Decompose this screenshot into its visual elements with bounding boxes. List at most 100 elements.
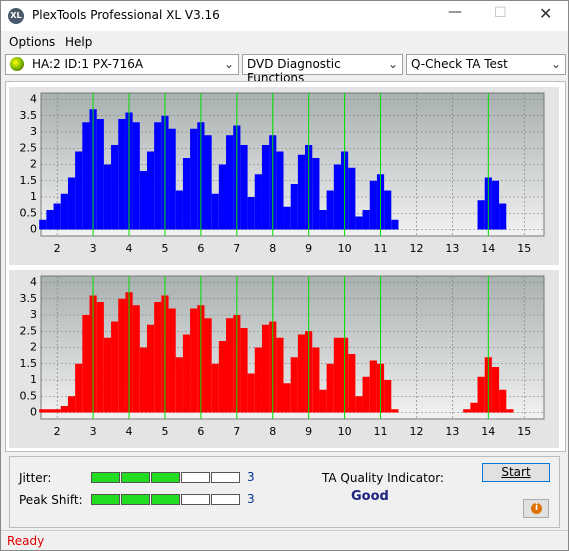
x-tick-label: 14 [481, 242, 495, 255]
meter-segment [181, 472, 210, 483]
histogram-bar [319, 389, 327, 413]
histogram-bar [103, 337, 112, 413]
info-button[interactable]: i [523, 499, 549, 518]
histogram-bar [118, 298, 126, 413]
histogram-bar [190, 128, 198, 230]
histogram-bar [348, 354, 356, 413]
drive-select[interactable]: HA:2 ID:1 PX-716A ⌄ [5, 54, 239, 75]
x-tick-label: 3 [90, 425, 97, 438]
x-tick-label: 5 [161, 242, 168, 255]
peak-shift-label: Peak Shift: [19, 493, 83, 507]
menu-help[interactable]: Help [65, 35, 93, 49]
histogram-bar [46, 409, 54, 413]
y-tick-label: 3 [30, 125, 37, 138]
histogram-bar [67, 177, 76, 230]
histogram-bar [276, 151, 284, 230]
y-tick-label: 0 [30, 223, 37, 236]
x-tick-label: 6 [197, 425, 204, 438]
title-bar: XL PlexTools Professional XL V3.16 — ☐ ✕ [1, 1, 568, 31]
histogram-bar [211, 363, 219, 413]
histogram-bar [226, 318, 234, 413]
jitter-value: 3 [247, 470, 255, 484]
histogram-bar [491, 367, 500, 413]
histogram-bar [154, 302, 162, 413]
histogram-bar [362, 210, 370, 230]
x-tick-label: 7 [233, 425, 240, 438]
status-bar: Ready [1, 530, 568, 550]
histogram-bar [132, 122, 140, 230]
y-tick-label: 1.5 [20, 357, 38, 370]
x-tick-label: 9 [305, 242, 312, 255]
histogram-bar [75, 363, 83, 413]
start-button[interactable]: Start [482, 463, 550, 482]
x-tick-label: 11 [374, 425, 388, 438]
histogram-bar [290, 357, 298, 413]
histogram-bar [60, 406, 68, 413]
y-tick-label: 4 [30, 93, 37, 106]
histogram-bar [82, 315, 90, 413]
results-panel [9, 456, 560, 528]
x-tick-label: 11 [374, 242, 388, 255]
y-tick-label: 1 [30, 373, 37, 386]
histogram-bar [499, 389, 507, 413]
meter-segment [121, 494, 150, 505]
histogram-bar [218, 164, 227, 230]
y-tick-label: 3 [30, 308, 37, 321]
x-tick-label: 15 [517, 242, 531, 255]
histogram-bar [82, 122, 90, 230]
x-tick-label: 5 [161, 425, 168, 438]
histogram-bar [355, 216, 363, 230]
histogram-bar [477, 376, 485, 413]
peak-shift-value: 3 [247, 492, 255, 506]
histogram-bar [247, 197, 255, 230]
histogram-bar [168, 128, 176, 230]
meter-segment [151, 494, 180, 505]
menu-options[interactable]: Options [9, 35, 56, 49]
meter-segment [91, 494, 120, 505]
meter-segment [151, 472, 180, 483]
y-tick-label: 1 [30, 190, 37, 203]
close-button[interactable]: ✕ [539, 4, 553, 23]
histogram-bar [362, 376, 370, 413]
x-tick-label: 12 [409, 242, 423, 255]
histogram-bar [261, 324, 270, 413]
x-tick-label: 7 [233, 242, 240, 255]
histogram-bar [139, 171, 147, 230]
histogram-bar [103, 164, 112, 230]
histogram-bar [499, 203, 507, 230]
histogram-bar [111, 321, 119, 413]
histogram-bar [247, 373, 255, 413]
minimize-button[interactable]: — [448, 4, 462, 20]
histogram-bar [506, 409, 514, 413]
quality-value: Good [351, 489, 389, 504]
y-tick-label: 2.5 [20, 324, 38, 337]
y-tick-label: 3.5 [20, 292, 38, 305]
histogram-bar [355, 396, 363, 413]
y-tick-label: 0.5 [20, 206, 38, 219]
meter-segment [121, 472, 150, 483]
x-tick-label: 13 [445, 425, 459, 438]
test-text: Q-Check TA Test [411, 57, 508, 71]
histogram-bar [146, 151, 155, 230]
histogram-bar [146, 324, 155, 413]
histogram-bar [312, 158, 320, 230]
function-select[interactable]: DVD Diagnostic Functions ⌄ [242, 54, 403, 85]
y-tick-label: 1.5 [20, 174, 38, 187]
maximize-button[interactable]: ☐ [494, 5, 507, 21]
histogram-bar [384, 380, 392, 413]
meter-segment [181, 494, 210, 505]
meter-segment [91, 472, 120, 483]
test-select[interactable]: Q-Check TA Test ⌄ [406, 54, 566, 75]
y-tick-label: 0 [30, 406, 37, 419]
histogram-bar [333, 164, 342, 230]
x-tick-label: 6 [197, 242, 204, 255]
histogram-bar [168, 308, 176, 413]
x-tick-label: 4 [126, 425, 133, 438]
peak-shift-chart: 0 0.5 1 1.5 2 2.5 3 3.5 4 2 3 4 5 6 7 8 9 10 11 12 13 14 15 [9, 270, 559, 448]
histogram-bar [384, 190, 392, 230]
x-tick-label: 3 [90, 242, 97, 255]
x-tick-label: 9 [305, 425, 312, 438]
meter-segment [211, 472, 240, 483]
histogram-bar [175, 357, 183, 413]
